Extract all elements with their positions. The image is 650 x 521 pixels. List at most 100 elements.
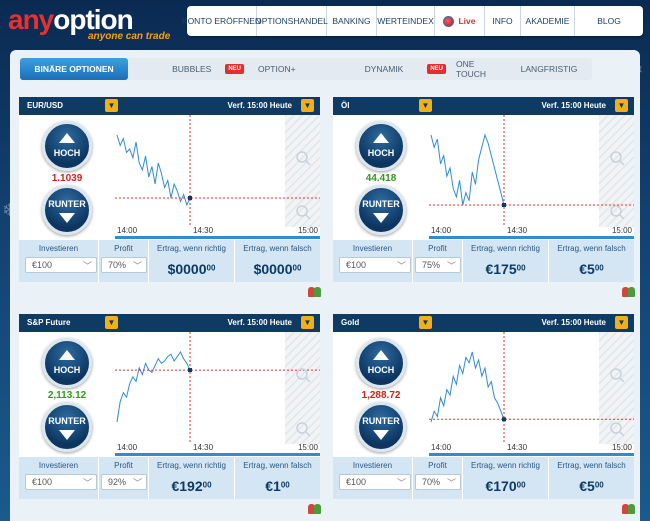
traders-icon[interactable] (308, 504, 322, 514)
trading-card: EUR/USD ▼ Verf. 15:00 Heute ▼ HOCH 1.103… (19, 97, 320, 282)
asset-dropdown-icon[interactable]: ▼ (105, 316, 118, 329)
price-chart[interactable]: 14:00 14:30 15:00 (115, 115, 320, 239)
asset-dropdown-icon[interactable]: ▼ (419, 316, 432, 329)
runter-label: RUNTER (48, 416, 86, 426)
zoom-icon[interactable] (610, 422, 625, 437)
zoom-icon[interactable] (610, 151, 625, 166)
runter-button[interactable]: RUNTER (42, 185, 92, 235)
asset-name: S&P Future (27, 318, 71, 327)
win-amount: €17500 (463, 261, 548, 277)
lose-amount: €100 (235, 478, 320, 494)
runter-label: RUNTER (48, 199, 86, 209)
future-area (285, 115, 320, 227)
profit-select[interactable]: 70% ﹀ (101, 257, 147, 273)
profit-select[interactable]: 75% ﹀ (415, 257, 461, 273)
logo-name: anyoption (8, 4, 134, 36)
profit-col: Profit 75% ﹀ (413, 240, 463, 282)
win-main: $0000 (167, 261, 207, 277)
tab-bubbles[interactable]: BUBBLES NEU (128, 58, 258, 80)
profit-value: 92% (108, 477, 127, 487)
win-label: Ertrag, wenn richtig (471, 244, 540, 253)
anyoption-logo[interactable]: anyoption anyone can trade (8, 4, 178, 44)
profit-select[interactable]: 92% ﹀ (101, 474, 147, 490)
runter-button[interactable]: RUNTER (42, 402, 92, 452)
tab-binaere-optionen[interactable]: BINÄRE OPTIONEN (20, 58, 128, 80)
lose-main: €5 (579, 478, 595, 494)
time-axis-label: 15:00 (298, 443, 319, 452)
hoch-label: HOCH (367, 148, 395, 158)
lose-col: Ertrag, wenn falsch €500 (549, 457, 634, 499)
invest-col: Investieren €100 ﹀ (19, 457, 99, 499)
nav-live[interactable]: Live (435, 6, 485, 36)
expiry-label: Verf. 15:00 Heute (541, 318, 606, 327)
win-amount: €17000 (463, 478, 548, 494)
time-progress-bar (429, 453, 634, 456)
invest-label: Investieren (352, 244, 393, 253)
nav-blog[interactable]: BLOG (597, 16, 621, 26)
asset-dropdown-icon[interactable]: ▼ (419, 99, 432, 112)
lose-cents: 00 (594, 480, 604, 490)
tab-one-touch[interactable]: ONE TOUCH (456, 59, 487, 79)
arrow-down-icon (59, 430, 75, 440)
nav-konto[interactable]: KONTO ERÖFFNEN (182, 6, 261, 36)
time-axis-label: 14:30 (193, 443, 214, 452)
price-chart[interactable]: 14:00 14:30 15:00 (429, 332, 634, 456)
tab-langfristig[interactable]: LANGFRISTIG (520, 64, 578, 74)
hoch-button[interactable]: HOCH (42, 338, 92, 388)
option-tabs: BINÄRE OPTIONEN BUBBLES NEU OPTION+ DYNAM… (20, 58, 592, 80)
profit-select[interactable]: 70% ﹀ (415, 474, 461, 490)
nav-werteindex[interactable]: WERTEINDEX (377, 6, 435, 36)
runter-button[interactable]: RUNTER (356, 185, 406, 235)
time-progress-bar (115, 453, 320, 456)
asset-name: Öl (341, 101, 350, 110)
chevron-down-icon: ﹀ (446, 478, 456, 488)
price-chart[interactable]: 14:00 14:30 15:00 (115, 332, 320, 456)
hoch-button[interactable]: HOCH (356, 121, 406, 171)
price-chart[interactable]: 14:00 14:30 15:00 (429, 115, 634, 239)
invest-select[interactable]: €100 ﹀ (25, 257, 97, 273)
hoch-button[interactable]: HOCH (42, 121, 92, 171)
traders-icon[interactable] (308, 287, 322, 297)
expiry-dropdown-icon[interactable]: ▼ (301, 99, 314, 112)
price-line (116, 134, 191, 207)
trade-settings: Investieren €100 ﹀ Profit 92% ﹀ Ertrag, we… (19, 457, 320, 499)
zoom-icon[interactable] (296, 151, 311, 166)
zoom-icon[interactable] (296, 205, 311, 220)
win-label: Ertrag, wenn richtig (157, 461, 226, 470)
trading-card: Gold ▼ Verf. 15:00 Heute ▼ HOCH 1,288.72… (333, 314, 634, 499)
zoom-icon[interactable] (610, 368, 625, 383)
current-point (502, 417, 506, 422)
expiry-label: Verf. 15:00 Heute (227, 318, 292, 327)
nav-banking[interactable]: BANKING (327, 6, 377, 36)
hoch-button[interactable]: HOCH (356, 338, 406, 388)
traders-icon[interactable] (622, 287, 636, 297)
asset-dropdown-icon[interactable]: ▼ (105, 99, 118, 112)
win-cents: 00 (202, 480, 212, 490)
expiry-dropdown-icon[interactable]: ▼ (615, 316, 628, 329)
zoom-icon[interactable] (296, 368, 311, 383)
invest-select[interactable]: €100 ﹀ (339, 474, 411, 490)
traders-icon[interactable] (622, 504, 636, 514)
invest-select[interactable]: €100 ﹀ (25, 474, 97, 490)
nav-akademie[interactable]: AKADEMIE (521, 6, 575, 36)
invest-select[interactable]: €100 ﹀ (339, 257, 411, 273)
chevron-down-icon: ﹀ (396, 261, 406, 271)
expiry-dropdown-icon[interactable]: ▼ (301, 316, 314, 329)
tab-option-plus[interactable]: OPTION+ (258, 64, 296, 74)
expiry-dropdown-icon[interactable]: ▼ (615, 99, 628, 112)
time-axis-label: 15:00 (298, 226, 319, 235)
lose-col: Ertrag, wenn falsch $000000 (235, 240, 320, 282)
tab-dynamik-label: DYNAMIK (364, 64, 404, 74)
nav-info[interactable]: INFO (485, 6, 521, 36)
hoch-label: HOCH (53, 365, 81, 375)
nav-optionshandel[interactable]: OPTIONSHANDEL (255, 6, 328, 36)
chevron-down-icon: ﹀ (132, 261, 142, 271)
zoom-icon[interactable] (296, 422, 311, 437)
arrow-up-icon (59, 133, 75, 143)
runter-button[interactable]: RUNTER (356, 402, 406, 452)
lose-label: Ertrag, wenn falsch (557, 244, 626, 253)
tab-dynamik[interactable]: DYNAMIK NEU (298, 58, 456, 80)
zoom-icon[interactable] (610, 205, 625, 220)
invest-col: Investieren €100 ﹀ (333, 240, 413, 282)
lose-label: Ertrag, wenn falsch (557, 461, 626, 470)
